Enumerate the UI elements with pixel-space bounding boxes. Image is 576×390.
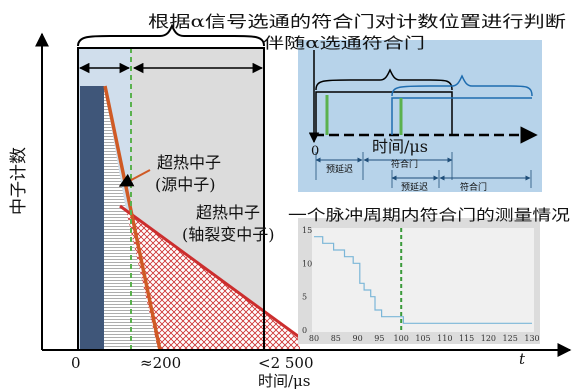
- timing-inset: [298, 40, 542, 192]
- pulse-x-tick: 115: [459, 334, 474, 343]
- pulse-x-tick: 80: [309, 334, 319, 343]
- pulse-plot-area: [312, 228, 534, 332]
- pulse-x-tick: 130: [524, 334, 539, 343]
- fission-neutron-area: [126, 210, 300, 350]
- x-tick-0: 0: [71, 354, 81, 372]
- pulse-x-tick: 100: [394, 334, 409, 343]
- gate-frame: [77, 47, 265, 350]
- count-step-series-0: [314, 236, 532, 324]
- pulse-x-tick: 95: [374, 334, 384, 343]
- pulse-x-tick: 125: [503, 334, 518, 343]
- source-label-pointer: [118, 169, 151, 187]
- gate-label-1: 符合门: [391, 158, 418, 170]
- pulse-x-tick: 105: [415, 334, 430, 343]
- pulse-caption: 一个脉冲周期内符合门的测量情况: [288, 206, 570, 224]
- pulse-y-tick: 10: [302, 259, 312, 268]
- top-label: 根据α信号选通的符合门对计数位置进行判断: [148, 12, 566, 31]
- pulse-y-tick: 5: [302, 293, 307, 302]
- pulse-y-tick: 0: [302, 326, 307, 335]
- epithermal-source-label-line2: (源中子): [155, 175, 216, 194]
- x-axis-label: 时间/μs: [258, 372, 311, 390]
- y-axis-label: 中子计数: [9, 147, 29, 215]
- neutron-burst-bar: [80, 86, 104, 350]
- pulse-x-tick: 120: [481, 334, 496, 343]
- epithermal-source-label-line1: 超热中子: [157, 153, 221, 172]
- x-axis-end-label: t: [519, 350, 526, 368]
- pulse-x-tick: 85: [331, 334, 341, 343]
- pulse-x-tick: 90: [353, 334, 363, 343]
- inset-time-label: 时间/μs: [372, 137, 428, 156]
- pre-delay-label-2: 预延迟: [401, 181, 428, 193]
- x-tick-200: ≈200: [140, 354, 181, 372]
- pulse-x-tick: 110: [437, 334, 452, 343]
- epithermal-fission-label-line1: 超热中子: [196, 203, 260, 222]
- gate-label-2: 符合门: [460, 181, 487, 193]
- pulse-y-tick: 15: [302, 226, 312, 235]
- inset-zero-label: 0: [311, 144, 319, 159]
- fission-decay-line: [119, 204, 307, 344]
- pre-delay-label-1: 预延迟: [326, 163, 353, 175]
- source-neutron-area: [104, 86, 158, 350]
- epithermal-fission-label-line2: (轴裂变中子): [182, 225, 275, 244]
- gate-brace: [77, 23, 265, 47]
- source-decay-line: [103, 85, 162, 351]
- x-tick-2500: <2 500: [258, 354, 314, 372]
- top-sub-label: 伴随α选通符合门: [263, 34, 425, 52]
